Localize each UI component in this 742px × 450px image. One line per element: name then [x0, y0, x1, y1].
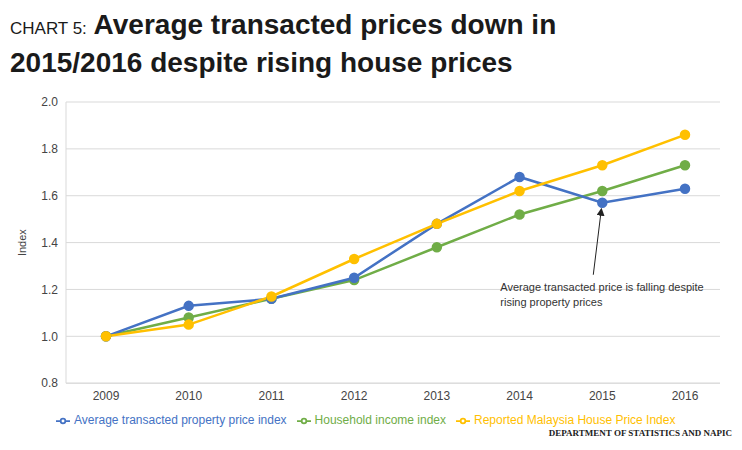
svg-text:2010: 2010: [175, 389, 202, 403]
html-text:CHART 5:Average transacted pri: CHART 5:Average transacted prices down i…: [10, 9, 557, 78]
svg-text:2012: 2012: [341, 389, 368, 403]
svg-text:1.0: 1.0: [41, 330, 58, 344]
svg-text:2015: 2015: [589, 389, 616, 403]
svg-text:2.0: 2.0: [41, 95, 58, 109]
svg-text:Average transacted price is fa: Average transacted price is falling desp…: [500, 281, 703, 308]
svg-text:1.6: 1.6: [41, 189, 58, 203]
svg-text:1.4: 1.4: [41, 236, 58, 250]
svg-text:2009: 2009: [93, 389, 120, 403]
svg-text:0.8: 0.8: [41, 376, 58, 390]
svg-text:2016: 2016: [672, 389, 699, 403]
svg-text:Index: Index: [16, 229, 28, 256]
svg-text:2011: 2011: [259, 389, 285, 403]
html-text:Reported Malaysia House Price: Reported Malaysia House Price Index: [474, 413, 676, 428]
svg-text:1.8: 1.8: [41, 142, 58, 156]
svg-text:2014: 2014: [506, 389, 533, 403]
html-text:Average transacted property pr: Average transacted property price index: [74, 413, 287, 428]
svg-text:1.2: 1.2: [41, 283, 58, 297]
html-text:DEPARTMENT OF STATISTICS AND N: DEPARTMENT OF STATISTICS AND NAPIC: [548, 428, 732, 438]
svg-text:2013: 2013: [424, 389, 451, 403]
html-text:Household income index: Household income index: [314, 413, 446, 428]
